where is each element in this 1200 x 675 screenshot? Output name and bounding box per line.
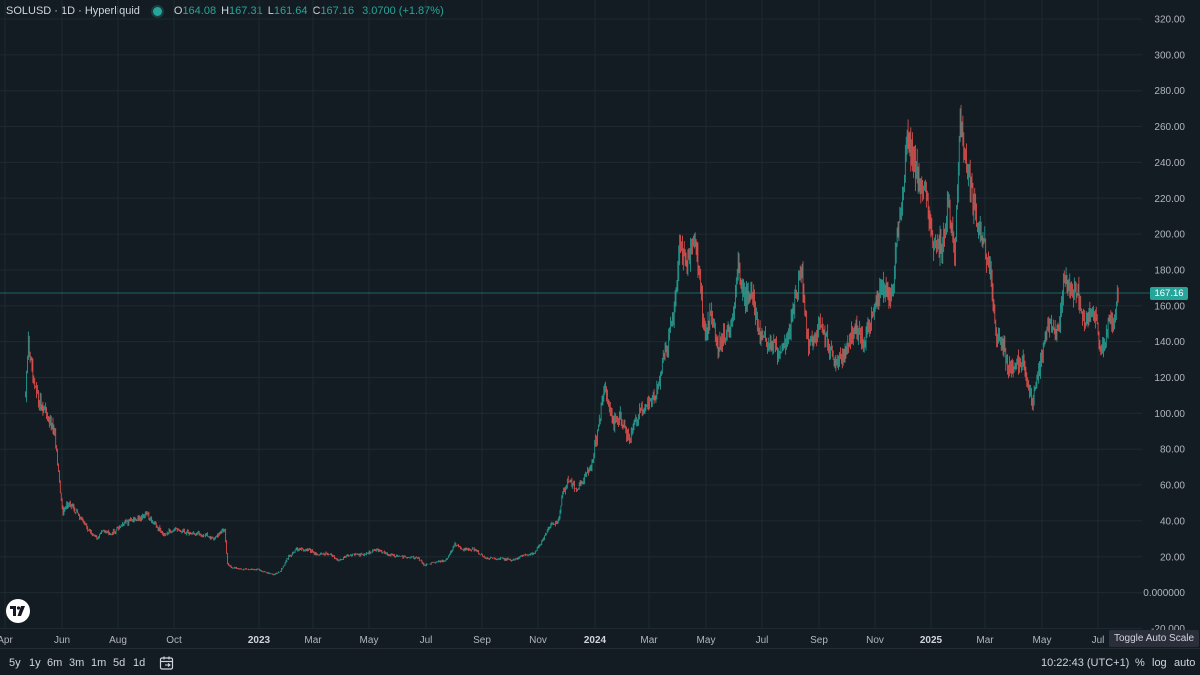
time-tick-label: Nov — [529, 635, 547, 646]
time-tick-label: Oct — [166, 635, 182, 646]
price-tick-label: 260.00 — [1154, 122, 1185, 133]
time-tick-label: Jul — [756, 635, 769, 646]
price-axis[interactable]: 320.00 300.00 280.00 260.00 240.00 220.00 200.… — [1143, 15, 1185, 635]
price-tick-label: 300.00 — [1154, 50, 1185, 61]
price-tick-label: 180.00 — [1154, 265, 1185, 276]
time-tick-label: 2024 — [584, 635, 607, 646]
timezone-clock[interactable]: 10:22:43 (UTC+1) — [1041, 657, 1130, 669]
time-tick-label: Jul — [1092, 635, 1105, 646]
go-to-date-icon[interactable] — [159, 655, 175, 671]
time-tick-label: Mar — [976, 635, 994, 646]
price-tick-label: 120.00 — [1154, 373, 1185, 384]
candles — [25, 104, 1119, 576]
time-tick-label: Mar — [304, 635, 322, 646]
time-tick-label: Sep — [810, 635, 828, 646]
timeframe-5y-button[interactable]: 5y — [9, 657, 21, 669]
price-tick-label: 220.00 — [1154, 194, 1185, 205]
timeframe-1y-button[interactable]: 1y — [29, 657, 41, 669]
time-tick-label: Aug — [109, 635, 127, 646]
price-tick-label: 0.000000 — [1143, 588, 1185, 599]
auto-scale-toggle[interactable]: auto — [1174, 657, 1196, 669]
time-tick-label: May — [697, 635, 716, 646]
auto-scale-tooltip: Toggle Auto Scale — [1109, 630, 1200, 647]
price-tick-label: 140.00 — [1154, 337, 1185, 348]
time-tick-label: Jul — [420, 635, 433, 646]
current-price-tag: 167.16 — [1150, 287, 1188, 300]
time-axis[interactable]: Apr Jun Aug Oct 2023 Mar May Jul Sep Nov 2024 Mar Ma… — [0, 635, 1104, 646]
time-tick-label: May — [1033, 635, 1052, 646]
price-tick-label: 200.00 — [1154, 230, 1185, 241]
chart-grid — [0, 0, 1142, 629]
high-value: 167.31 — [229, 5, 263, 17]
timeframe-5d-button[interactable]: 5d — [113, 657, 126, 669]
bottom-toolbar: 5y 1y 6m 3m 1m 5d 1d 10:22:43 (UTC+1) % … — [0, 648, 1200, 675]
change-value: 3.0700 (+1.87%) — [362, 5, 444, 17]
symbol-title[interactable]: SOLUSD · 1D · Hyperliquid — [6, 5, 140, 17]
price-tick-label: 280.00 — [1154, 86, 1185, 97]
high-label: H — [221, 5, 230, 17]
price-tick-label: 160.00 — [1154, 301, 1185, 312]
time-tick-label: Apr — [0, 635, 13, 646]
time-tick-label: Nov — [866, 635, 884, 646]
timeframe-6m-button[interactable]: 6m — [47, 657, 63, 669]
time-tick-label: Jun — [54, 635, 70, 646]
price-chart[interactable]: 320.00 300.00 280.00 260.00 240.00 220.00 200.… — [0, 0, 1200, 648]
time-tick-label: Sep — [473, 635, 491, 646]
price-tick-label: 320.00 — [1154, 15, 1185, 26]
timeframe-1d-button[interactable]: 1d — [133, 657, 146, 669]
time-tick-label: May — [360, 635, 379, 646]
tradingview-mark-icon — [10, 606, 25, 616]
tradingview-logo-icon[interactable] — [6, 599, 30, 623]
low-value: 161.64 — [273, 5, 308, 17]
timeframe-1m-button[interactable]: 1m — [91, 657, 107, 669]
percent-scale-toggle[interactable]: % — [1135, 657, 1145, 669]
open-label: O — [173, 5, 183, 17]
price-tick-label: 40.00 — [1160, 516, 1185, 527]
low-label: L — [267, 5, 274, 17]
price-tick-label: 240.00 — [1154, 158, 1185, 169]
market-status-icon — [152, 6, 162, 16]
price-tick-label: 20.00 — [1160, 552, 1185, 563]
time-tick-label: 2025 — [920, 635, 943, 646]
price-tick-label: 100.00 — [1154, 409, 1185, 420]
time-tick-label: Mar — [640, 635, 658, 646]
close-value: 167.16 — [320, 5, 355, 17]
chart-legend: SOLUSD · 1D · Hyperliquid O 164.08 H 167… — [6, 4, 444, 18]
open-value: 164.08 — [182, 5, 217, 17]
log-scale-toggle[interactable]: log — [1152, 657, 1167, 669]
price-tick-label: 80.00 — [1160, 445, 1185, 456]
close-label: C — [312, 5, 321, 17]
timeframe-3m-button[interactable]: 3m — [69, 657, 85, 669]
price-tick-label: -20.000 — [1151, 624, 1185, 635]
price-tick-label: 60.00 — [1160, 481, 1185, 492]
time-tick-label: 2023 — [248, 635, 271, 646]
